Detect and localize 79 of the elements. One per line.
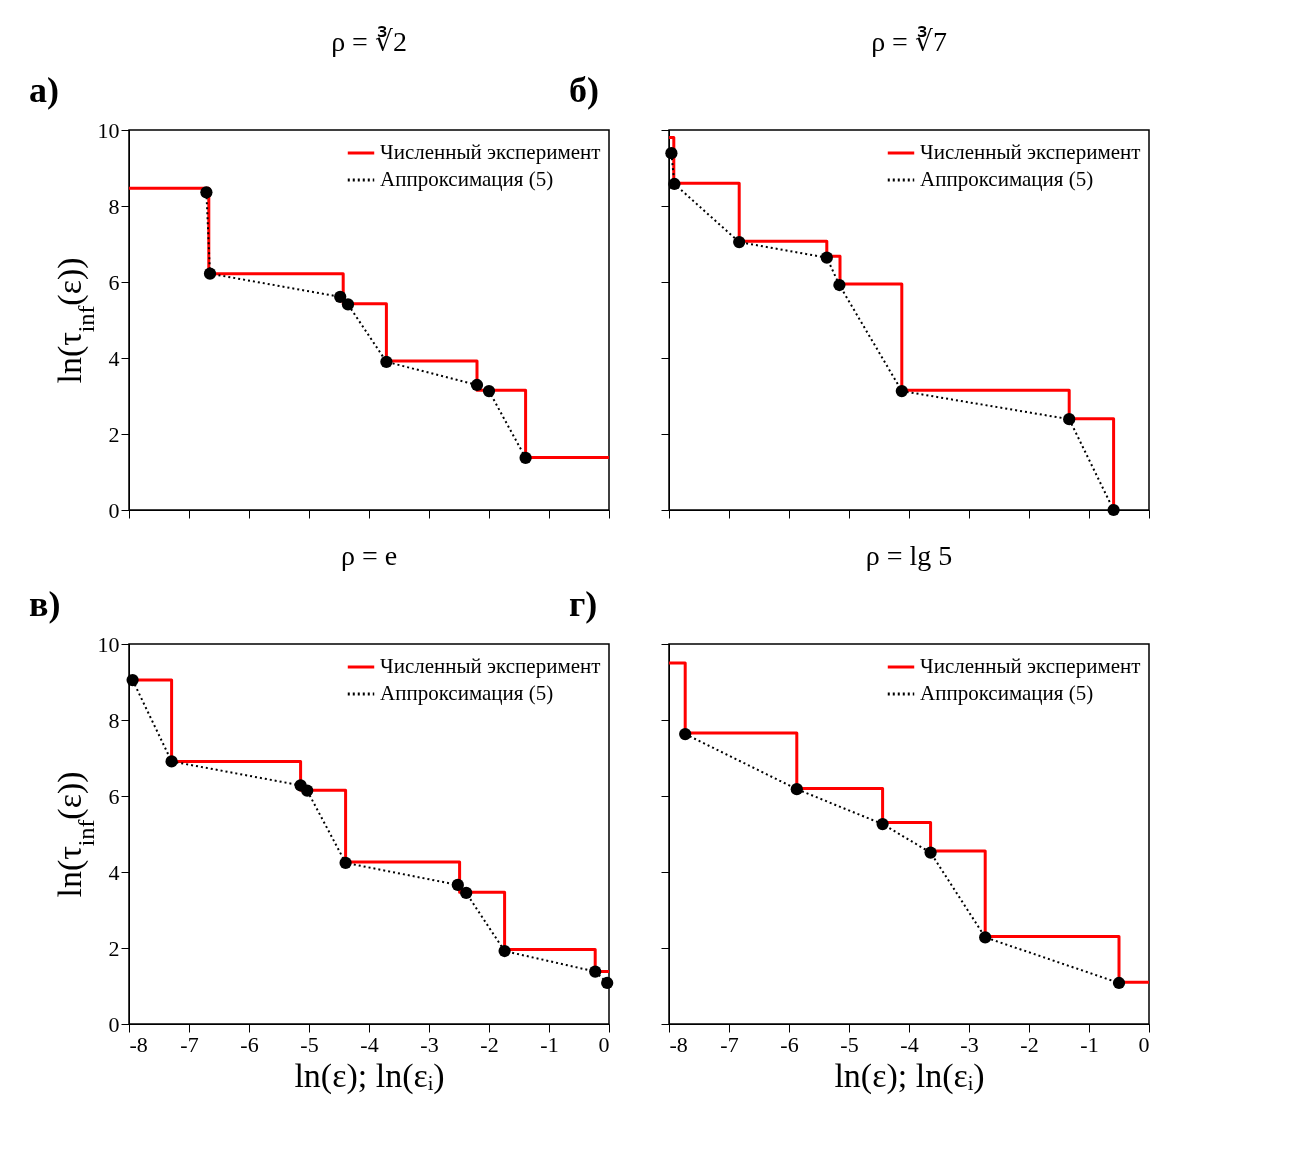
point xyxy=(334,290,347,303)
point xyxy=(203,267,217,280)
point xyxy=(1063,413,1076,426)
point xyxy=(895,384,908,398)
point xyxy=(341,298,355,311)
point xyxy=(679,727,692,741)
point xyxy=(820,251,833,264)
y-tick-label: 6 xyxy=(108,783,120,809)
point xyxy=(833,278,846,292)
x-tick-label: -8 xyxy=(129,1031,148,1057)
x-tick-label: -4 xyxy=(900,1031,919,1057)
y-tick-label: 10 xyxy=(97,117,120,143)
point xyxy=(165,755,178,768)
point xyxy=(924,846,937,859)
x-tick-label: -7 xyxy=(180,1031,199,1057)
y-tick-label: 4 xyxy=(108,345,120,371)
chart-title: ρ = e xyxy=(340,540,398,571)
x-tick-label: -8 xyxy=(669,1031,688,1057)
y-tick-label: 6 xyxy=(108,269,120,295)
x-tick-label: -3 xyxy=(420,1031,439,1057)
y-tick-label: 4 xyxy=(108,859,120,885)
point xyxy=(482,384,496,398)
legend-label: Аппроксимация (5) xyxy=(380,681,554,705)
point xyxy=(339,856,352,869)
x-axis-title: ln(ε); ln(εᵢ) xyxy=(294,1056,445,1095)
y-tick-label: 0 xyxy=(108,497,120,523)
point xyxy=(451,878,464,892)
point xyxy=(1107,503,1120,517)
point xyxy=(498,944,511,958)
chart-title: ρ = ∛7 xyxy=(871,26,947,57)
chart-title: ρ = lg 5 xyxy=(865,540,953,571)
point xyxy=(668,177,681,191)
x-tick-label: -7 xyxy=(720,1031,739,1057)
y-tick-label: 2 xyxy=(108,935,120,961)
legend-label: Аппроксимация (5) xyxy=(920,167,1094,191)
y-tick-label: 0 xyxy=(108,1011,120,1037)
point xyxy=(876,818,889,831)
x-axis-title: ln(ε); ln(εᵢ) xyxy=(834,1056,985,1095)
point xyxy=(301,784,314,797)
legend-label: Аппроксимация (5) xyxy=(380,167,554,191)
x-tick-label: -2 xyxy=(480,1031,499,1057)
legend-label: Численный эксперимент xyxy=(380,140,601,164)
legend-label: Численный эксперимент xyxy=(920,654,1141,678)
point xyxy=(380,355,393,368)
x-tick-label: -1 xyxy=(540,1031,559,1057)
point xyxy=(200,186,213,199)
x-tick-label: -6 xyxy=(240,1031,259,1057)
text: г) xyxy=(569,584,598,624)
point xyxy=(665,147,678,160)
x-tick-label: 0 xyxy=(1138,1031,1150,1057)
x-tick-label: -6 xyxy=(780,1031,799,1057)
point xyxy=(519,451,532,465)
y-tick-label: 10 xyxy=(97,631,120,657)
x-tick-label: 0 xyxy=(598,1031,610,1057)
point xyxy=(601,976,614,990)
chart-title: ρ = ∛2 xyxy=(331,26,407,57)
x-tick-label: -5 xyxy=(300,1031,319,1057)
y-tick-label: 8 xyxy=(108,193,120,219)
text: в) xyxy=(29,584,61,624)
text: а) xyxy=(29,70,59,110)
x-tick-label: -4 xyxy=(360,1031,379,1057)
point xyxy=(1112,976,1126,990)
x-tick-label: -3 xyxy=(960,1031,979,1057)
legend-label: Численный эксперимент xyxy=(380,654,601,678)
y-tick-label: 2 xyxy=(108,421,120,447)
point xyxy=(790,783,803,796)
point xyxy=(979,931,992,944)
x-tick-label: -2 xyxy=(1020,1031,1039,1057)
point xyxy=(733,235,746,249)
x-tick-label: -5 xyxy=(840,1031,859,1057)
legend-label: Численный эксперимент xyxy=(920,140,1141,164)
point xyxy=(460,886,473,900)
y-tick-label: 8 xyxy=(108,707,120,733)
text: б) xyxy=(569,70,599,110)
point xyxy=(126,673,139,687)
point xyxy=(589,965,602,978)
x-tick-label: -1 xyxy=(1080,1031,1099,1057)
point xyxy=(470,378,484,392)
legend-label: Аппроксимация (5) xyxy=(920,681,1094,705)
